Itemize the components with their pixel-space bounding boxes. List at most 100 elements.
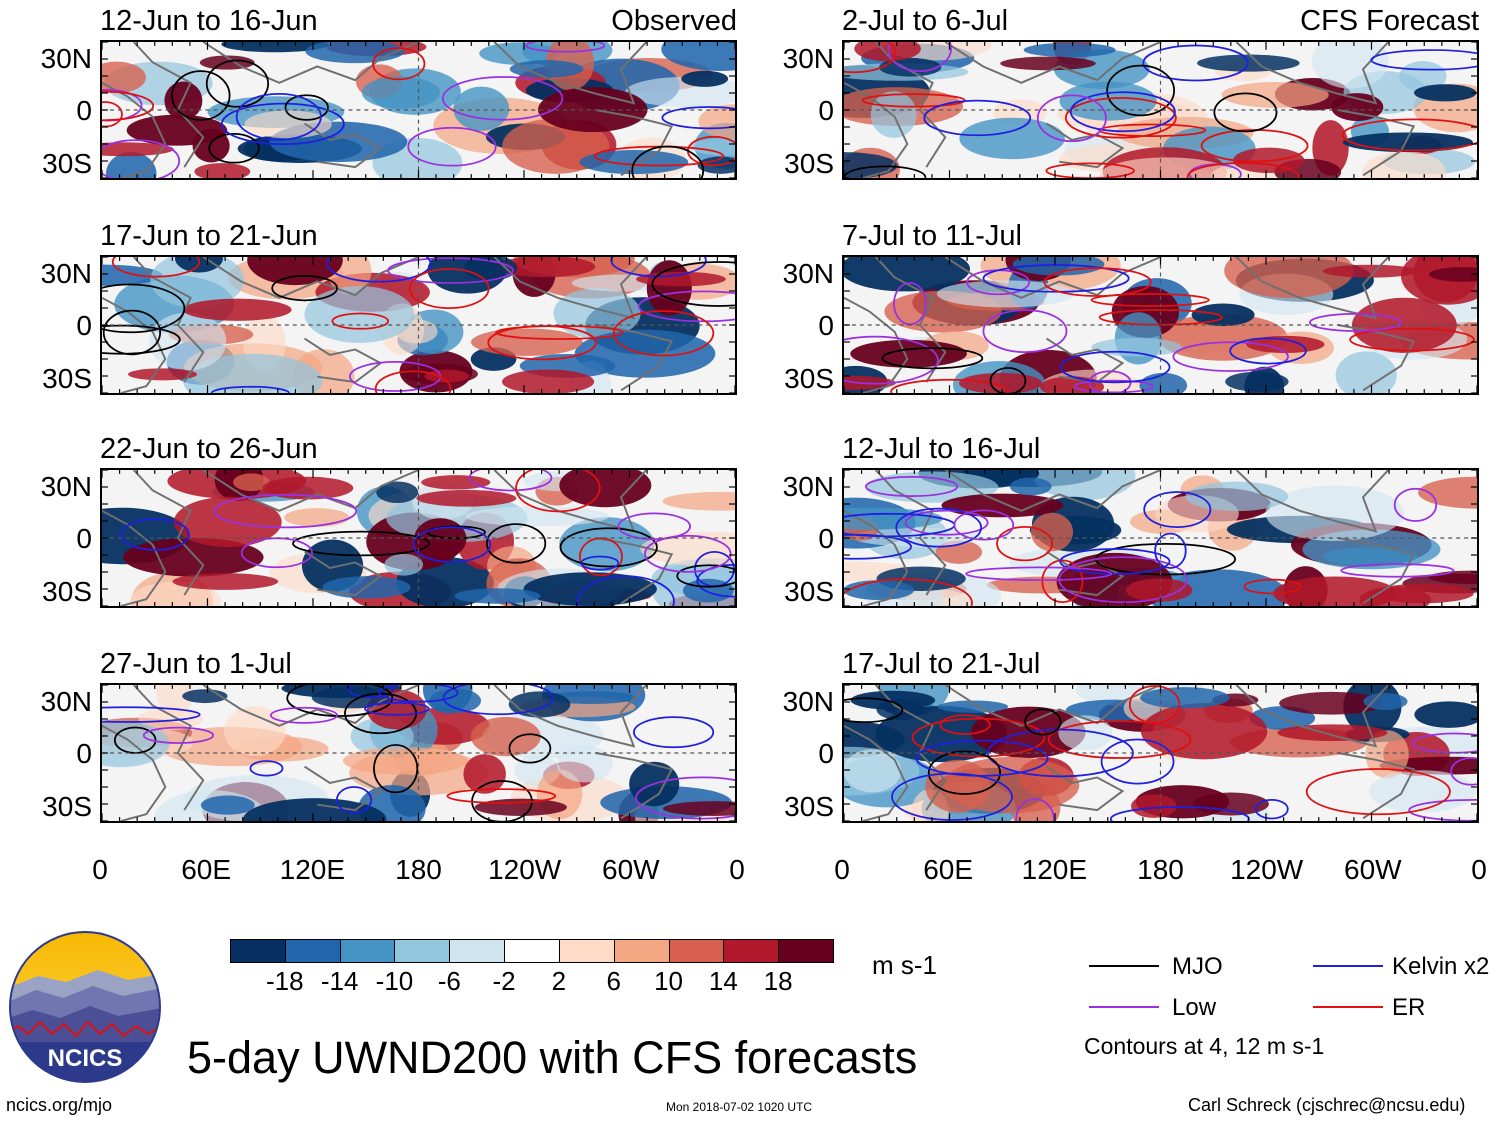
filter-contour <box>1450 757 1477 786</box>
colorbar-swatch <box>778 939 834 963</box>
jet-shading <box>128 368 197 381</box>
filter-contour <box>331 312 389 330</box>
panel-date-label: 12-Jun to 16-Jun <box>100 5 318 37</box>
filter-contour <box>1411 732 1477 754</box>
jet-shading <box>172 573 279 590</box>
lon-tick-label: 60W <box>602 854 660 885</box>
filter-contour <box>508 733 552 764</box>
filter-contour <box>249 760 284 777</box>
filter-contour <box>1243 578 1302 595</box>
coastline <box>303 765 383 812</box>
coastline <box>844 724 909 821</box>
map-plot <box>102 257 735 393</box>
column-header: CFS Forecast <box>1300 5 1479 37</box>
filter-contour <box>676 564 735 588</box>
coastline <box>102 509 167 606</box>
lat-tick-label: 30N <box>40 257 92 289</box>
jet-shading <box>1012 257 1105 276</box>
filter-contour <box>1349 327 1475 352</box>
colorbar-swatch <box>394 939 451 963</box>
lon-tick-label: 180 <box>1137 854 1184 885</box>
lat-tick-label: 30S <box>784 790 834 822</box>
coastline <box>1235 685 1390 748</box>
filter-contour <box>559 527 658 568</box>
anomaly-shading <box>247 257 343 286</box>
jet-shading <box>1279 691 1384 715</box>
filter-contour <box>644 534 732 573</box>
colorbar-swatch <box>339 939 396 963</box>
filter-contour <box>911 717 1046 758</box>
filter-contour <box>1073 379 1154 393</box>
anomaly-shading <box>342 746 468 775</box>
jet-shading <box>958 372 1043 393</box>
filter-contour <box>617 512 691 541</box>
jet-shading <box>844 580 914 600</box>
filter-contour <box>1059 350 1171 384</box>
jet-shading <box>1225 371 1289 392</box>
lat-tick-label: 30S <box>784 147 834 179</box>
filter-contour <box>487 325 597 361</box>
coastline <box>303 337 383 384</box>
filter-contour <box>881 347 984 370</box>
jet-shading <box>424 369 470 383</box>
lat-tick-label: 0 <box>76 310 92 341</box>
anomaly-shading <box>662 491 735 511</box>
lat-tick-label: 30N <box>40 42 92 74</box>
anomaly-shading <box>284 508 350 527</box>
anomaly-shading <box>1030 512 1074 552</box>
filter-contour <box>374 370 452 393</box>
coastline <box>874 470 947 596</box>
anomaly-shading <box>698 104 735 139</box>
filter-contour <box>485 523 547 564</box>
anomaly-shading <box>850 339 967 368</box>
coastline <box>102 724 167 821</box>
anomaly-shading <box>414 518 467 560</box>
map-plot <box>844 685 1477 821</box>
lon-tick-label: 60E <box>923 854 974 885</box>
coastline <box>202 685 419 727</box>
filter-contour <box>171 70 231 121</box>
colorbar-level-label: -10 <box>375 966 414 996</box>
colorbar-level-label: 6 <box>606 966 621 996</box>
map-panel <box>842 40 1479 180</box>
anomaly-shading <box>1368 770 1476 813</box>
coastline <box>493 257 648 320</box>
panel-date-label: 22-Jun to 26-Jun <box>100 433 318 465</box>
ncics-logo: NCICS <box>8 930 162 1084</box>
panel-date-label: 17-Jul to 21-Jul <box>842 648 1041 680</box>
lat-tick-label: 0 <box>818 523 834 554</box>
lon-tick-label: 0 <box>834 854 850 885</box>
filter-contour <box>525 42 606 53</box>
filter-contour <box>1069 91 1176 133</box>
filter-contour <box>953 509 1015 541</box>
filter-contour <box>578 537 623 577</box>
anomaly-shading <box>304 286 415 343</box>
filter-contour <box>661 106 735 130</box>
filter-contour <box>891 772 1013 821</box>
filter-contour <box>1340 563 1455 578</box>
anomaly-shading <box>681 70 729 87</box>
filter-contour <box>102 283 186 334</box>
coastline <box>303 122 383 169</box>
anomaly-shading <box>1414 701 1477 728</box>
footer-url[interactable]: ncics.org/mjo <box>6 1095 113 1115</box>
lon-tick-label: 120E <box>1021 854 1088 885</box>
anomaly-shading <box>1140 703 1268 760</box>
filter-contour <box>1128 685 1181 724</box>
filter-contour <box>102 90 155 122</box>
filter-contour <box>412 526 492 563</box>
lat-tick-label: 30S <box>42 147 92 179</box>
coastline <box>102 296 167 393</box>
filter-contour <box>102 706 201 723</box>
filter-contour <box>612 310 715 357</box>
map-panel <box>842 468 1479 608</box>
legend-label-er: ER <box>1392 994 1426 1021</box>
jet-shading <box>1359 586 1431 606</box>
filter-contour <box>1186 162 1300 178</box>
anomaly-shading <box>361 76 440 109</box>
anomaly-shading <box>221 42 329 53</box>
anomaly-shading <box>1413 84 1477 102</box>
coastline <box>1235 257 1390 320</box>
coastline <box>944 685 1161 727</box>
lat-tick-label: 30N <box>782 42 834 74</box>
